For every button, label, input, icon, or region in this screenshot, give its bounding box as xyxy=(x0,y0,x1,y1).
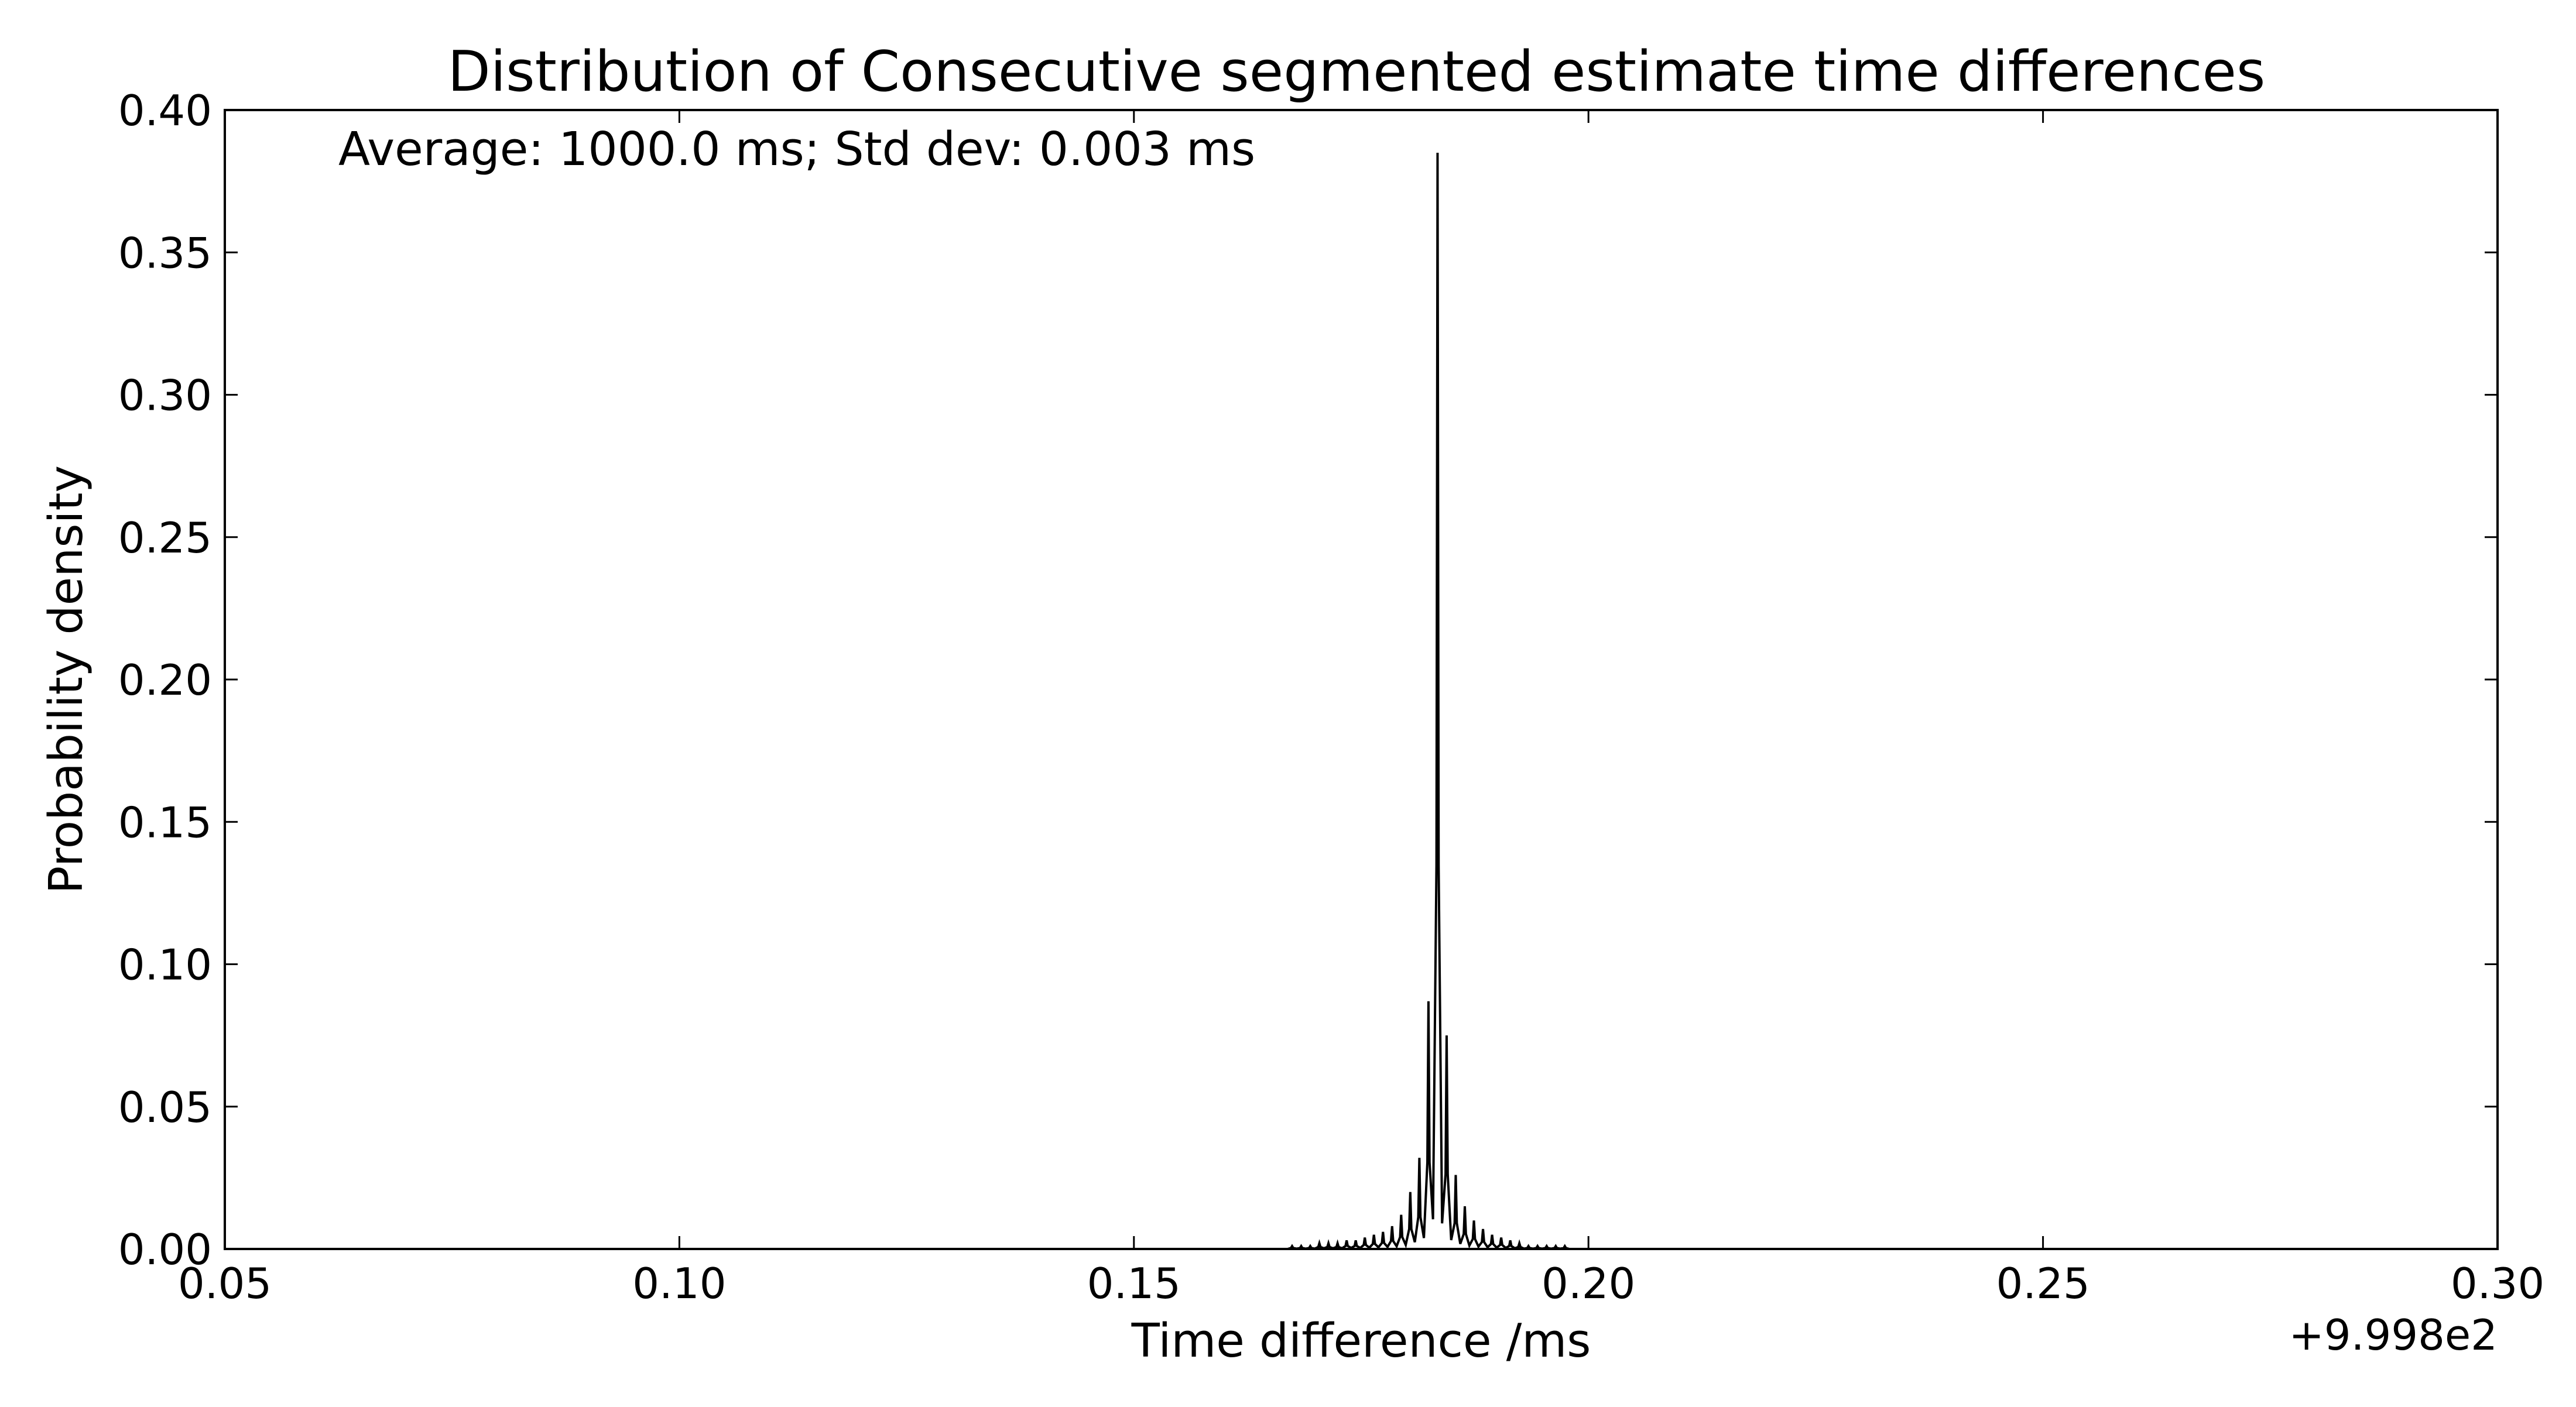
y-tick-label: 0.05 xyxy=(118,1083,212,1132)
y-tick-label: 0.00 xyxy=(118,1225,212,1274)
y-tick-label: 0.25 xyxy=(118,513,212,562)
x-tick-label: 0.15 xyxy=(1087,1259,1181,1308)
y-tick-label: 0.30 xyxy=(118,371,212,420)
y-tick-label: 0.40 xyxy=(118,86,212,135)
y-tick-label: 0.20 xyxy=(118,656,212,705)
y-axis-label: Probability density xyxy=(39,465,93,894)
x-axis-offset-label: +9.998e2 xyxy=(2289,1310,2498,1360)
y-tick-label: 0.10 xyxy=(118,941,212,990)
y-tick-label: 0.35 xyxy=(118,228,212,277)
x-tick-label: 0.20 xyxy=(1542,1259,1635,1308)
y-tick-label: 0.15 xyxy=(118,798,212,847)
stats-annotation: Average: 1000.0 ms; Std dev: 0.003 ms xyxy=(338,122,1255,176)
x-axis-label: Time difference /ms xyxy=(1131,1314,1591,1368)
chart-title: Distribution of Consecutive segmented es… xyxy=(448,40,2266,104)
x-tick-label: 0.25 xyxy=(1996,1259,2089,1308)
x-tick-label: 0.10 xyxy=(632,1259,726,1308)
x-tick-label: 0.30 xyxy=(2451,1259,2544,1308)
tick-layer: 0.05 0.10 0.15 0.20 0.25 0.300.000.050.100.15… xyxy=(118,86,2544,1308)
x-tick-label: 0.05 xyxy=(178,1259,272,1308)
